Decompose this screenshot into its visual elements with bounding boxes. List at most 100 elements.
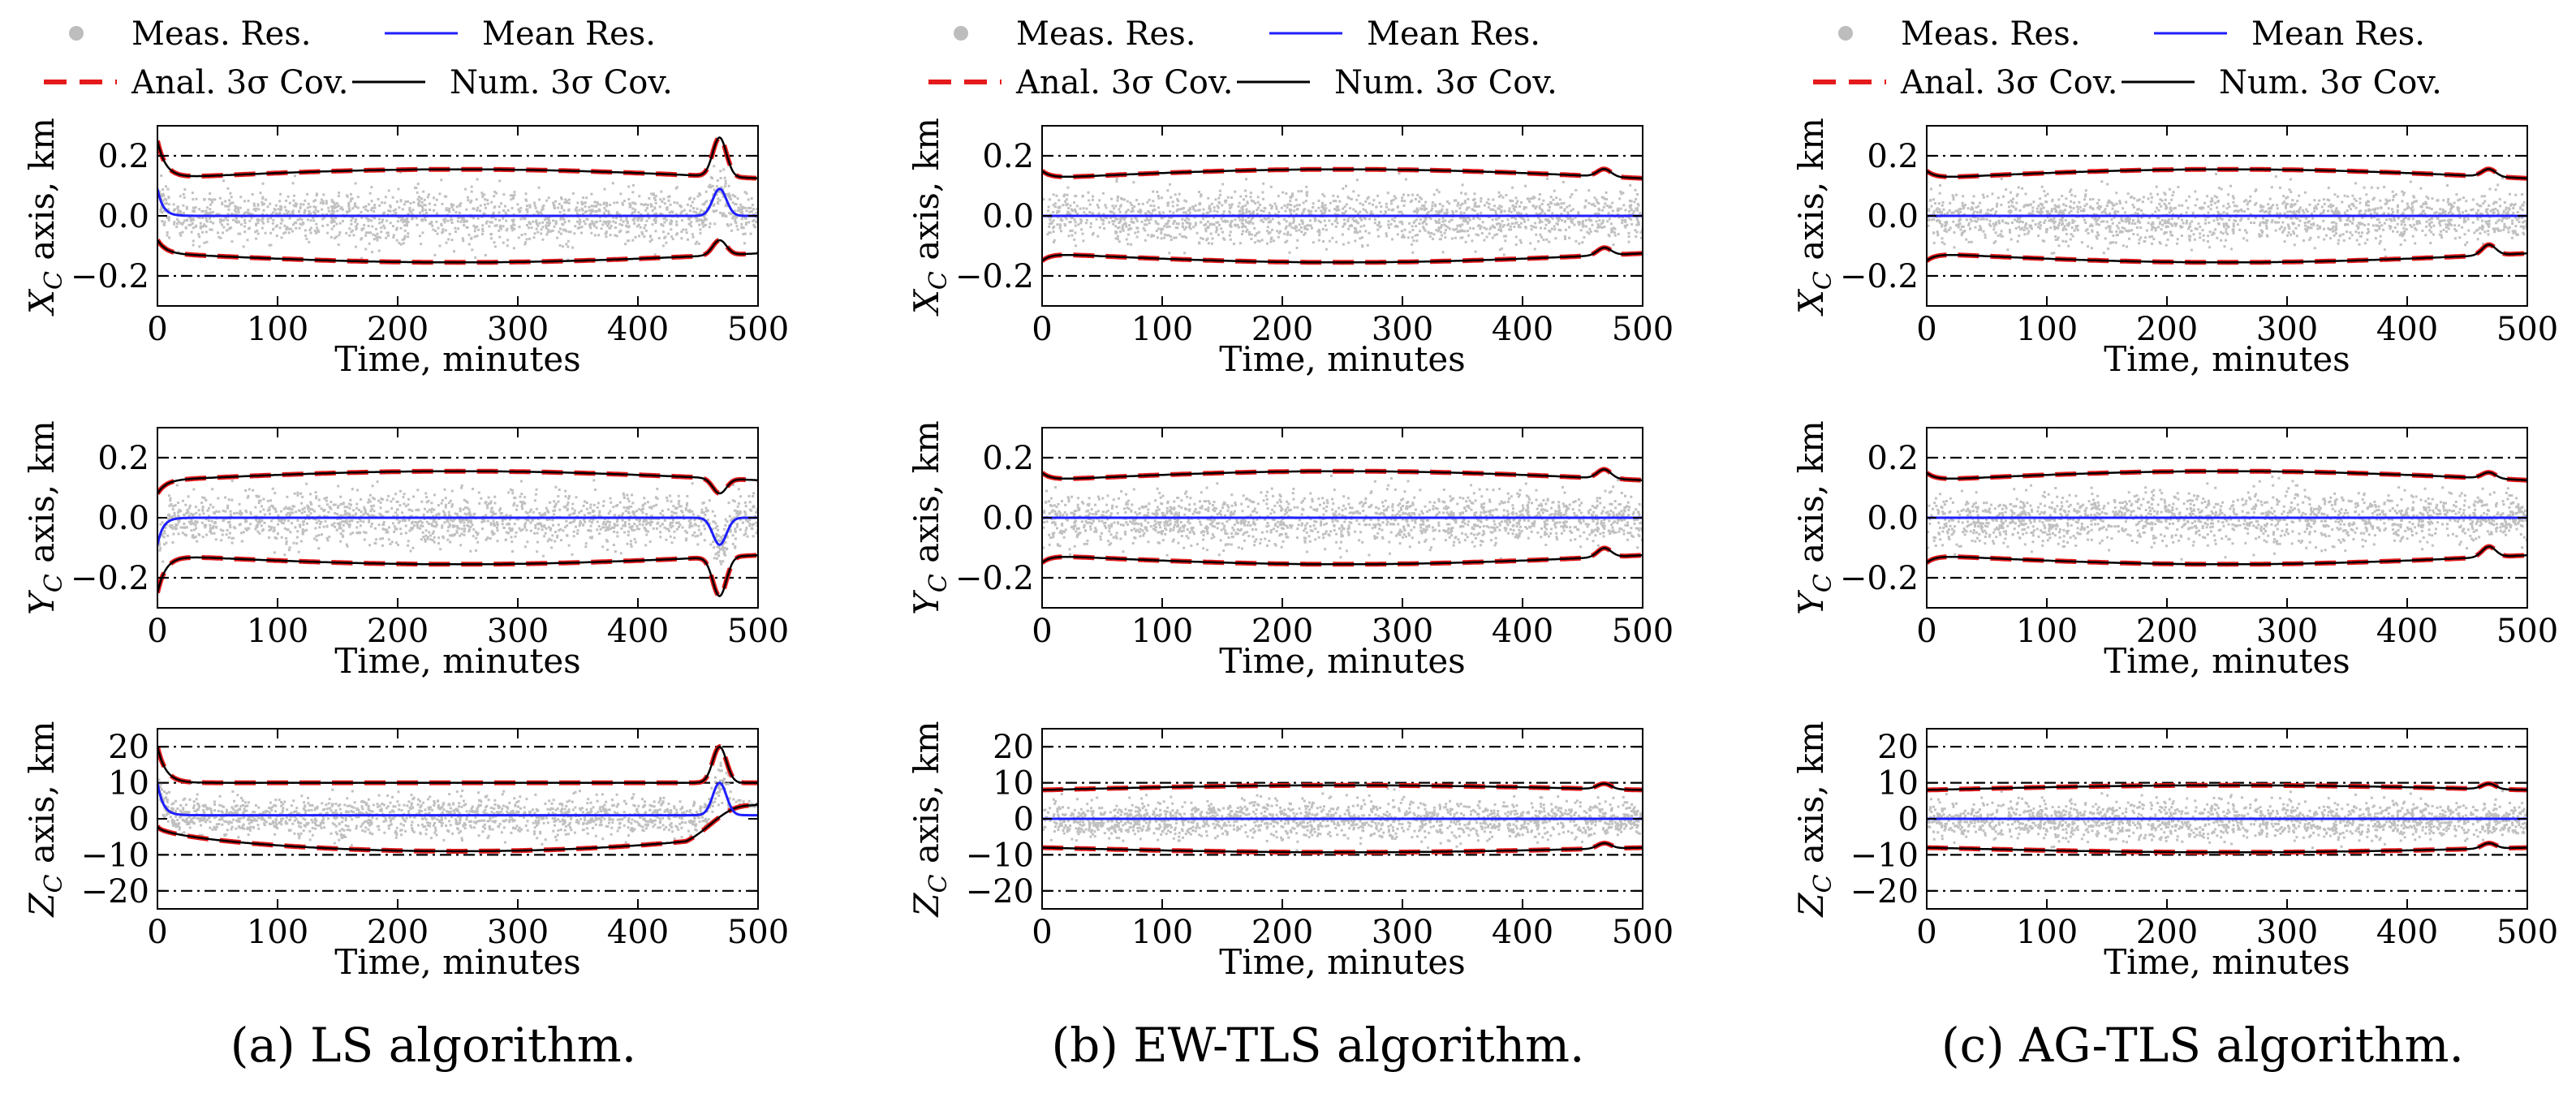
y-axis-label-sub: C [40,874,68,893]
meas-res-points [157,479,758,566]
x-tick-label: 400 [607,914,669,951]
subplot-y-axis: 0.2 0.0 −0.2 0 100 200 300 400 500 Time, minutes Y… [1791,420,2558,681]
scatter-meas-res [1042,172,1643,256]
y-tick-label: 0.0 [97,198,149,235]
legend-label-anal: Anal. 3σ Cov. [1015,64,1233,101]
y-axis-label-var: X [22,288,62,316]
x-tick-label: 100 [2016,613,2078,650]
x-tick-label: 200 [1251,311,1313,348]
num-cov-upper [157,745,758,784]
num-cov-lower [1042,547,1643,566]
num-cov-lower [157,554,758,598]
y-axis-label-var: X [1791,288,1831,316]
y-tick-label: −20 [966,873,1034,911]
num-cov-upper [1927,782,2527,791]
legend-label-meas: Meas. Res. [1901,15,2080,53]
num-cov-lower [1042,246,1643,264]
anal-cov-lower [1927,242,2527,265]
y-tick-label: 0 [1014,801,1034,838]
x-tick-label: 400 [1492,914,1553,951]
meas-res-points [157,761,758,847]
x-tick-label: 200 [367,914,429,951]
y-axis-label: ZC axis, km [22,721,68,918]
x-tick-label: 0 [147,914,167,951]
x-tick-label: 0 [147,613,167,650]
y-tick-label: 20 [108,729,149,766]
x-tick-label: 0 [147,311,167,348]
x-tick-label: 400 [1492,311,1553,348]
x-tick-label: 100 [247,613,308,650]
x-tick-label: 400 [2376,914,2438,951]
x-axis-label: Time, minutes [1219,942,1465,982]
x-tick-label: 200 [2136,311,2198,348]
y-tick-label: 0.2 [982,440,1034,477]
x-tick-label: 300 [487,613,549,650]
x-tick-label: 0 [1032,613,1052,650]
y-axis-label-var: Y [907,589,946,615]
y-axis-label-rest: axis, km [22,721,62,874]
x-tick-label: 100 [247,311,308,348]
scatter-meas-res [157,761,758,847]
y-tick-label: 0 [129,801,149,838]
meas-res-points [1042,172,1643,256]
curves [157,743,758,854]
legend-entry-mean: Mean Res. [1269,15,1540,53]
x-tick-label: 0 [1032,914,1052,951]
x-tick-label: 0 [1916,613,1936,650]
y-axis-label-rest: axis, km [1791,118,1831,271]
y-axis-label-rest: axis, km [907,420,946,574]
x-tick-label: 200 [367,311,429,348]
panel-caption: (c) AG-TLS algorithm. [1941,1018,2464,1073]
x-axis-label: Time, minutes [334,942,580,982]
x-tick-label: 500 [1612,613,1674,650]
y-tick-label: −20 [81,873,149,911]
legend: Meas. Res. Mean Res. Anal. 3σ Cov. Num. 3σ … [928,15,1557,101]
anal-cov-lower [1042,245,1643,265]
y-tick-label: −0.2 [1840,258,1919,295]
anal-cov-upper [157,743,758,786]
x-axis-label: Time, minutes [2104,339,2350,379]
x-tick-label: 500 [2496,914,2558,951]
x-tick-label: 500 [727,311,789,348]
legend-entry-meas: Meas. Res. [1838,15,2080,53]
subplot-y-axis: 0.2 0.0 −0.2 0 100 200 300 400 500 Time, minutes Y… [907,420,1674,681]
legend-marker-meas [69,26,84,41]
x-axis-label: Time, minutes [334,641,580,681]
y-axis-label-var: Y [1791,589,1831,615]
mean-res-line [157,516,758,546]
y-axis-label-sub: C [1809,271,1837,290]
legend-label-mean: Mean Res. [2251,15,2425,53]
subplot-x-axis: 0.2 0.0 −0.2 0 100 200 300 400 500 Time, minutes X… [22,118,789,379]
subplot-x-axis: 0.2 0.0 −0.2 0 100 200 300 400 500 Time, minutes X… [1791,118,2558,379]
y-tick-label: 10 [108,765,149,803]
legend-entry-mean: Mean Res. [2154,15,2425,53]
x-tick-label: 100 [2016,914,2078,951]
y-tick-label: −0.2 [955,560,1034,597]
x-tick-label: 100 [2016,311,2078,348]
legend: Meas. Res. Mean Res. Anal. 3σ Cov. Num. 3σ … [1813,15,2442,101]
x-tick-label: 0 [1032,311,1052,348]
scatter-meas-res [1927,790,2527,851]
curves [1927,781,2527,855]
legend-entry-num: Num. 3σ Cov. [352,64,673,101]
y-tick-label: −10 [966,837,1034,874]
mean-res-line [157,781,758,817]
num-cov-upper [1927,470,2527,481]
num-cov-lower [157,239,758,264]
y-axis-label-rest: axis, km [1791,420,1831,574]
legend-label-anal: Anal. 3σ Cov. [1900,64,2117,101]
panel-ew-tls: Meas. Res. Mean Res. Anal. 3σ Cov. Num. 3σ … [907,15,1674,1073]
legend-label-num: Num. 3σ Cov. [450,64,673,101]
x-tick-label: 100 [1131,613,1193,650]
anal-cov-lower [1927,544,2527,567]
num-cov-lower [157,802,758,853]
y-axis-label: YC axis, km [907,420,953,615]
y-tick-label: 20 [993,729,1034,766]
y-axis-label-sub: C [924,574,953,592]
anal-cov-lower [157,237,758,265]
curves [1927,468,2527,567]
x-tick-label: 300 [487,914,549,951]
y-axis-label: YC axis, km [1791,420,1837,615]
curves [1042,166,1643,265]
